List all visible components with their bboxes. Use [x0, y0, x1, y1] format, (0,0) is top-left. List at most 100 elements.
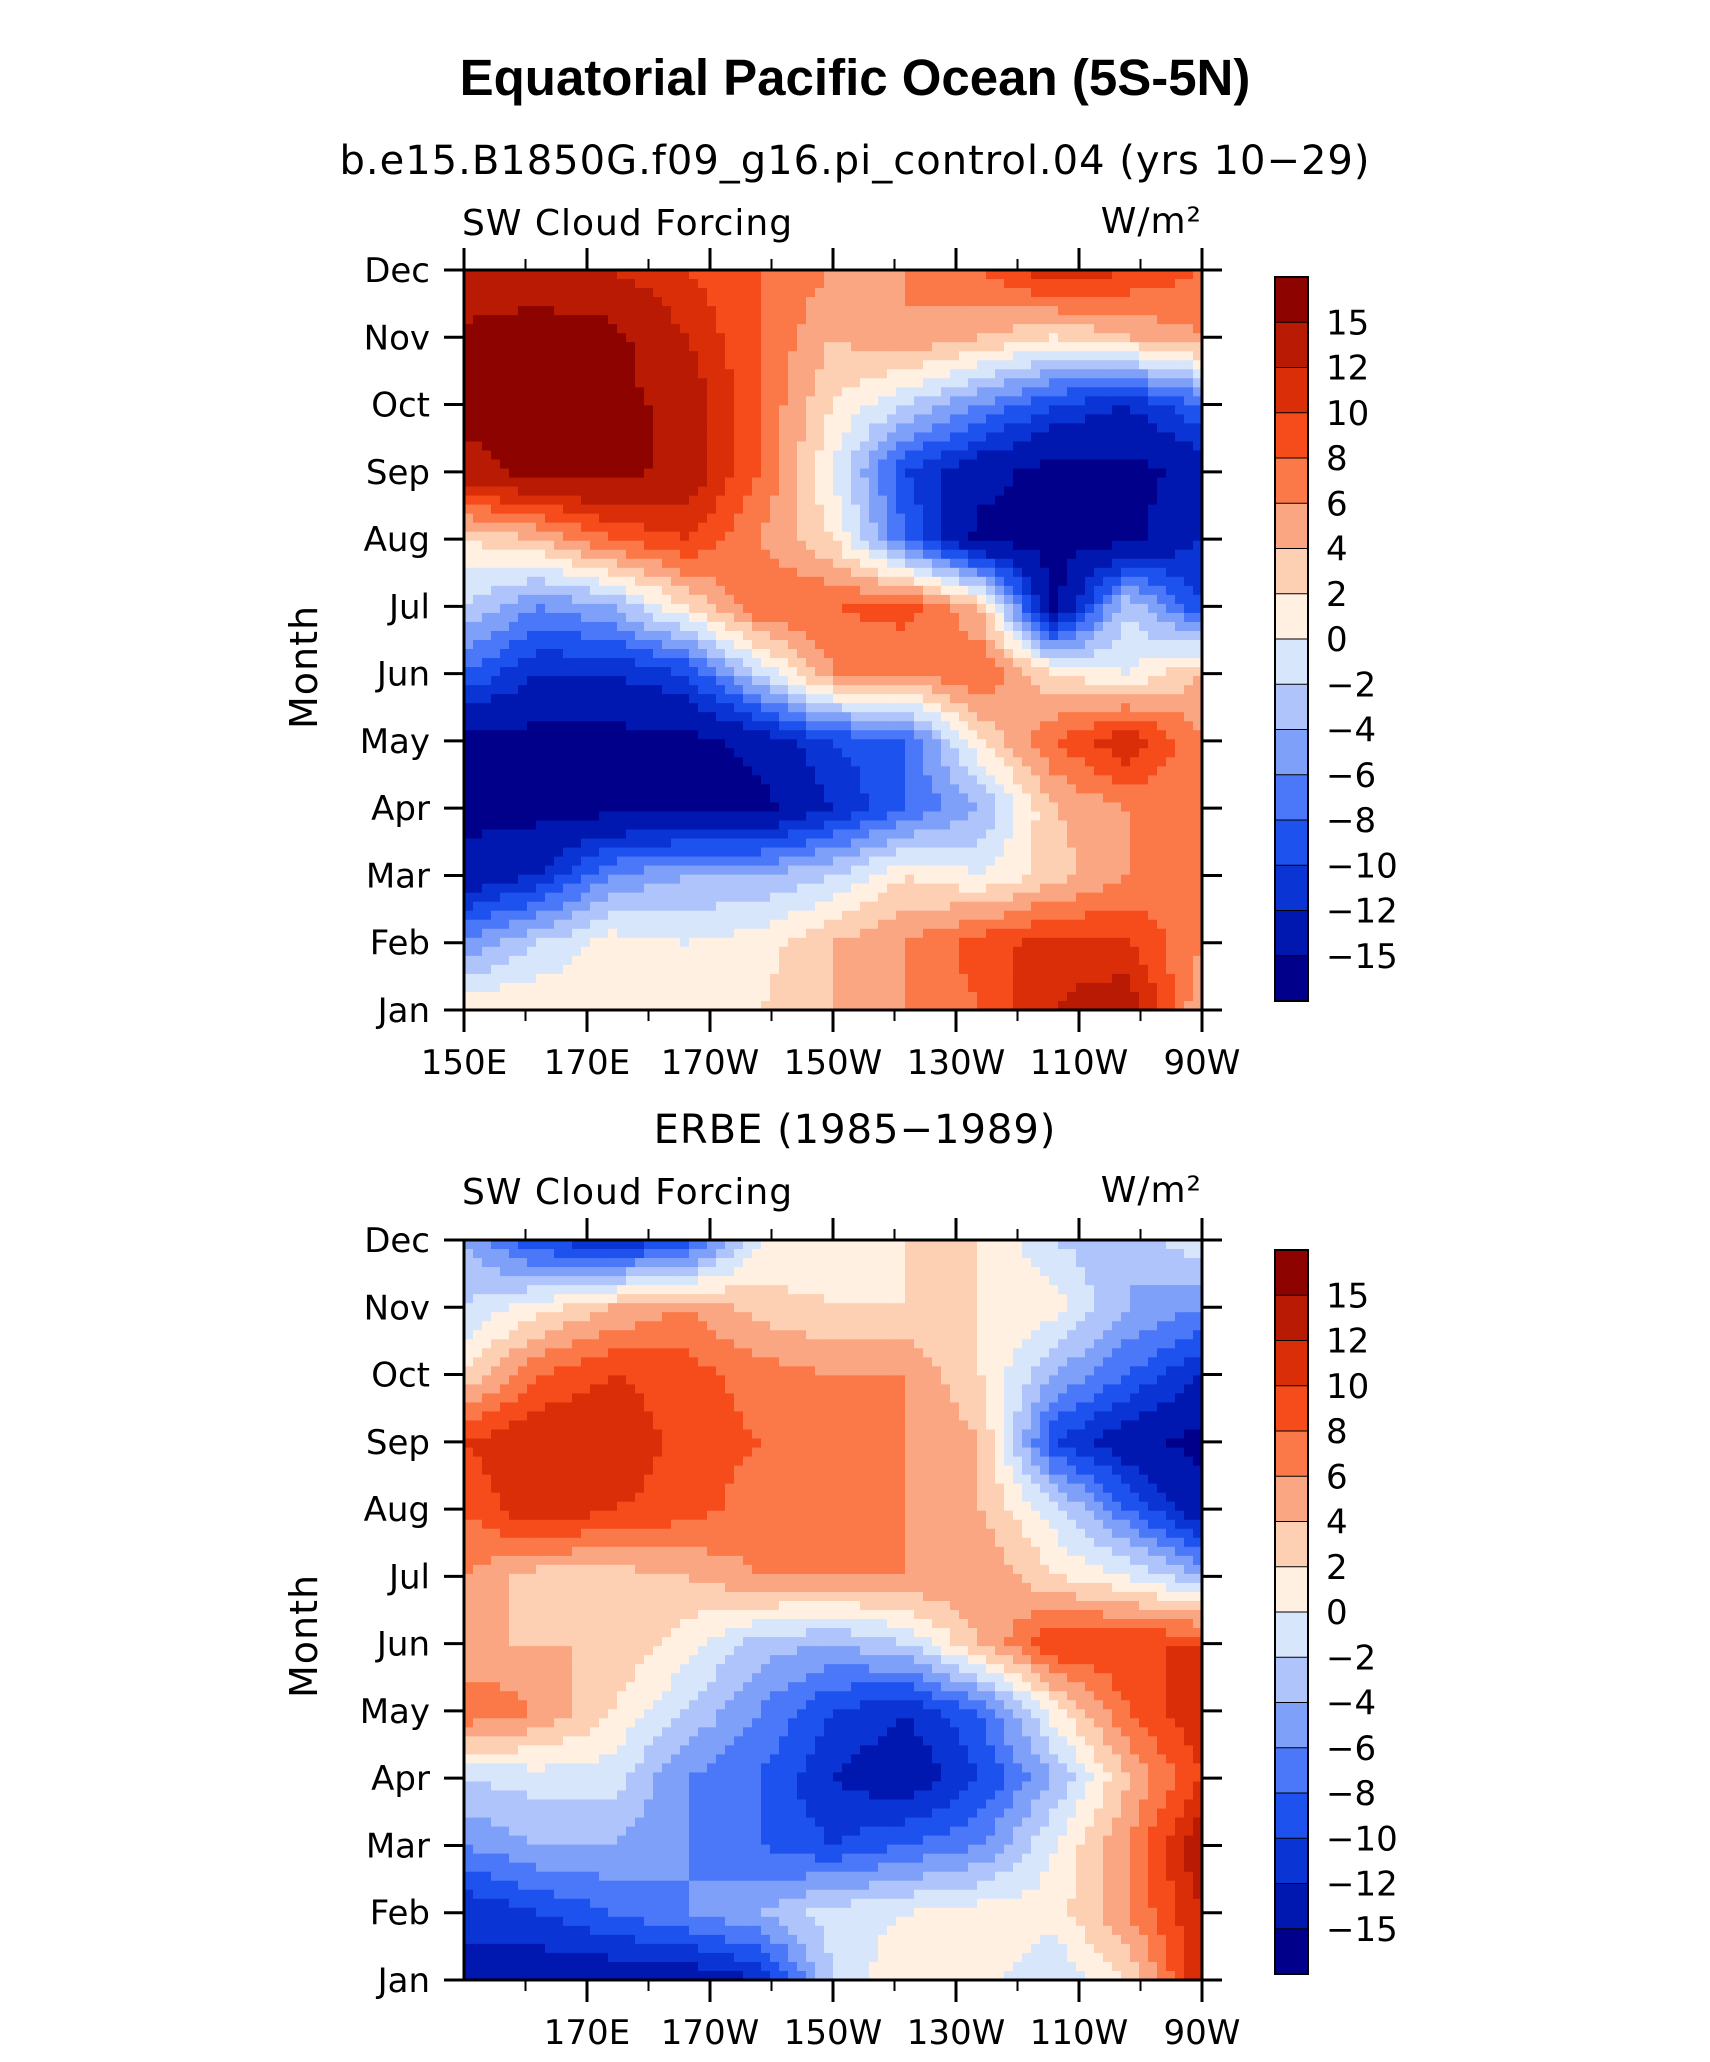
contour-cell — [968, 730, 978, 740]
contour-cell — [617, 594, 627, 605]
contour-cell — [635, 621, 645, 632]
contour-cell — [1103, 612, 1113, 623]
contour-cell — [1175, 802, 1185, 813]
contour-cell — [1148, 495, 1158, 506]
contour-cell — [1022, 703, 1032, 713]
contour-cell — [518, 333, 528, 343]
contour-cell — [482, 270, 492, 280]
contour-cell — [752, 721, 762, 731]
contour-cell — [599, 432, 609, 443]
contour-cell — [734, 378, 744, 388]
contour-cell — [644, 342, 654, 352]
contour-cell — [1031, 640, 1041, 650]
contour-cell — [1148, 468, 1158, 479]
contour-cell — [572, 649, 582, 659]
contour-cell — [1040, 603, 1050, 614]
contour-cell — [779, 784, 789, 795]
contour-cell — [482, 288, 492, 298]
contour-cell — [1184, 603, 1194, 614]
contour-cell — [824, 378, 834, 388]
contour-cell — [1193, 270, 1202, 280]
contour-cell — [716, 676, 726, 686]
contour-cell — [815, 369, 825, 379]
contour-cell — [1121, 594, 1131, 605]
contour-cell — [626, 324, 636, 334]
contour-cell — [743, 342, 753, 352]
contour-cell — [554, 513, 564, 524]
contour-cell — [896, 513, 906, 524]
contour-cell — [608, 306, 618, 316]
contour-cell — [752, 766, 762, 776]
contour-cell — [1067, 495, 1077, 506]
contour-cell — [1022, 486, 1032, 497]
contour-cell — [1103, 513, 1113, 524]
contour-cell — [608, 603, 618, 614]
contour-cell — [572, 306, 582, 316]
contour-cell — [986, 594, 996, 605]
contour-cell — [986, 378, 996, 388]
contour-cell — [1148, 306, 1158, 316]
contour-cell — [950, 324, 960, 334]
contour-cell — [1184, 324, 1194, 334]
contour-cell — [1049, 306, 1059, 316]
contour-cell — [1184, 477, 1194, 488]
contour-cell — [707, 333, 717, 343]
contour-cell — [896, 640, 906, 650]
contour-cell — [959, 486, 969, 497]
contour-cell — [833, 297, 843, 307]
contour-cell — [608, 676, 618, 686]
contour-cell — [761, 297, 771, 307]
contour-cell — [635, 667, 645, 677]
contour-cell — [1139, 612, 1149, 623]
contour-cell — [986, 802, 996, 813]
contour-cell — [869, 459, 879, 470]
contour-cell — [518, 468, 528, 479]
contour-cell — [833, 766, 843, 776]
contour-cell — [1094, 612, 1104, 623]
contour-cell — [851, 612, 861, 623]
contour-cell — [482, 522, 492, 533]
contour-cell — [698, 630, 708, 641]
contour-cell — [761, 279, 771, 289]
contour-cell — [608, 531, 618, 542]
contour-cell — [1166, 685, 1176, 695]
contour-cell — [914, 450, 924, 461]
contour-cell — [518, 306, 528, 316]
contour-cell — [878, 721, 888, 731]
contour-cell — [500, 766, 510, 776]
contour-cell — [554, 585, 564, 596]
contour-cell — [932, 297, 942, 307]
contour-cell — [536, 667, 546, 677]
contour-cell — [1022, 558, 1032, 569]
contour-cell — [608, 396, 618, 406]
contour-cell — [536, 387, 546, 397]
contour-cell — [815, 423, 825, 434]
contour-cell — [878, 658, 888, 668]
contour-cell — [788, 730, 798, 740]
contour-cell — [464, 793, 474, 804]
contour-cell — [851, 342, 861, 352]
contour-cell — [1121, 802, 1131, 813]
contour-cell — [563, 396, 573, 406]
contour-cell — [779, 802, 789, 813]
contour-cell — [518, 279, 528, 289]
contour-cell — [572, 667, 582, 677]
contour-cell — [527, 667, 537, 677]
contour-cell — [815, 757, 825, 767]
contour-cell — [473, 694, 483, 704]
contour-cell — [1067, 306, 1077, 316]
contour-cell — [725, 712, 735, 722]
contour-cell — [1058, 351, 1068, 361]
contour-cell — [869, 594, 879, 605]
contour-cell — [905, 477, 915, 488]
contour-cell — [617, 703, 627, 713]
contour-cell — [473, 369, 483, 379]
contour-cell — [833, 369, 843, 379]
contour-cell — [977, 342, 987, 352]
panel1-title: b.e15.B1850G.f09_g16.pi_control.04 (yrs … — [339, 138, 1371, 184]
contour-cell — [1139, 315, 1149, 325]
contour-cell — [779, 793, 789, 804]
contour-cell — [959, 766, 969, 776]
contour-cell — [896, 495, 906, 506]
contour-cell — [644, 450, 654, 461]
